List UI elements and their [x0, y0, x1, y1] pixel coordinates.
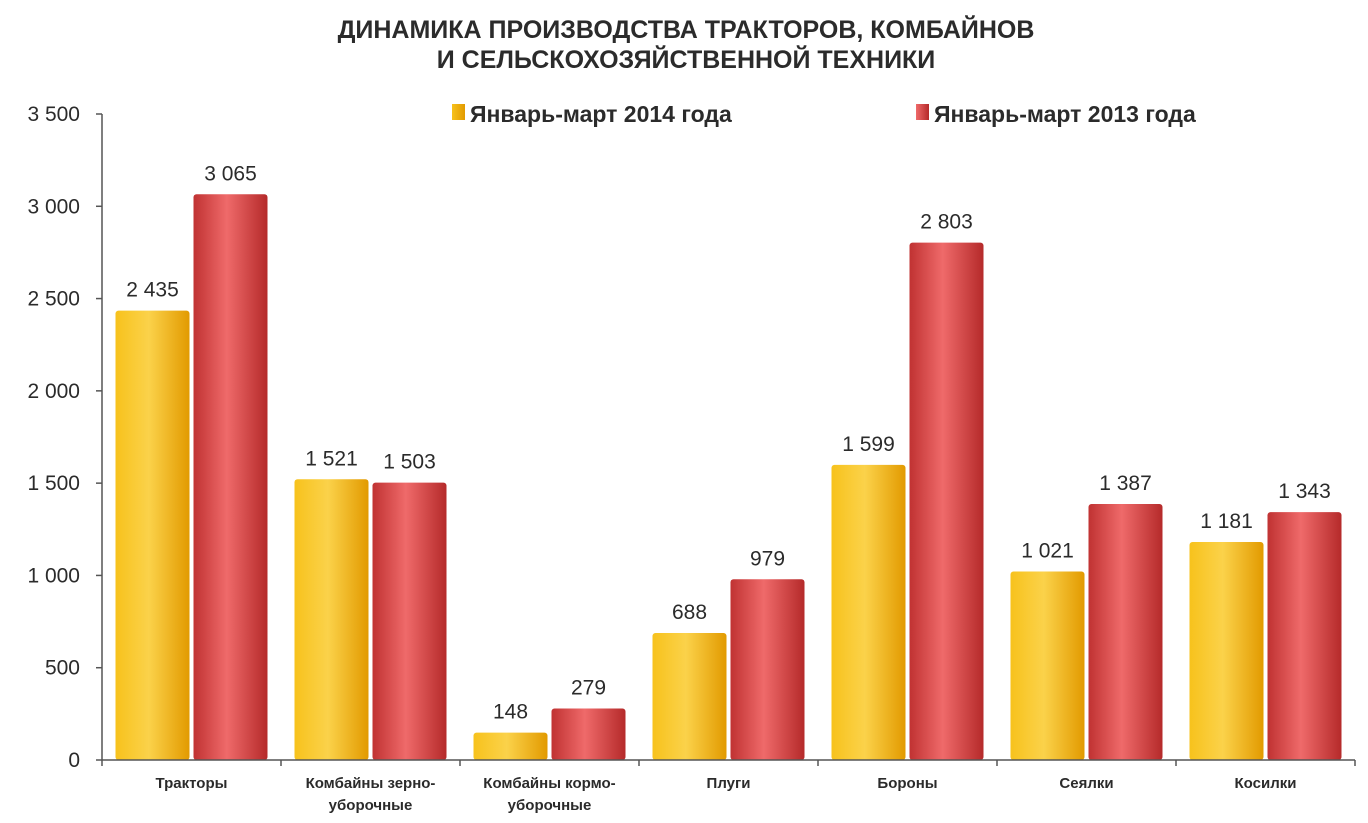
bar-2014 — [115, 310, 190, 760]
x-tick-label: Бороны — [877, 775, 937, 792]
y-tick-label: 0 — [68, 749, 80, 772]
data-label-2014: 1 599 — [842, 433, 895, 456]
y-tick-label: 2 500 — [27, 288, 80, 311]
bar-2013 — [372, 482, 447, 760]
legend-swatch-2014 — [452, 104, 465, 120]
data-label-2013: 979 — [750, 547, 785, 570]
y-tick-label: 500 — [45, 657, 80, 680]
data-labels: 2 435 3 065 1 521 1 503 148 279 688 979 1 599 2 8… — [126, 162, 1331, 723]
bar-2014 — [473, 732, 548, 760]
legend-swatch-2013 — [916, 104, 929, 120]
data-label-2013: 1 343 — [1278, 480, 1331, 503]
data-label-2014: 148 — [493, 701, 528, 724]
data-label-2014: 1 021 — [1021, 540, 1074, 563]
legend-label-2014: Январь-март 2014 года — [470, 101, 732, 127]
x-tick-label: Сеялки — [1059, 775, 1113, 792]
bar-2013 — [730, 579, 805, 760]
bars — [115, 194, 1342, 760]
chart-title-line-1: ДИНАМИКА ПРОИЗВОДСТВА ТРАКТОРОВ, КОМБАЙН… — [338, 14, 1035, 44]
bar-2013 — [551, 708, 626, 760]
bar-2013 — [1267, 512, 1342, 760]
x-tick-label: Косилки — [1235, 775, 1297, 792]
bar-2014 — [294, 479, 369, 760]
y-tick-label: 3 000 — [27, 195, 80, 218]
data-label-2013: 1 387 — [1099, 472, 1152, 495]
legend-label-2013: Январь-март 2013 года — [934, 101, 1196, 127]
data-label-2014: 2 435 — [126, 279, 179, 302]
data-label-2013: 279 — [571, 677, 606, 700]
data-label-2014: 688 — [672, 601, 707, 624]
bar-2014 — [831, 464, 906, 760]
data-label-2014: 1 181 — [1200, 510, 1253, 533]
chart-title: ДИНАМИКА ПРОИЗВОДСТВА ТРАКТОРОВ, КОМБАЙН… — [338, 14, 1035, 74]
x-tick-label: Комбайны кормо-уборочные — [483, 775, 615, 814]
y-axis: 0 500 1 000 1 500 2 000 2 500 3 000 3 500 — [27, 103, 103, 772]
y-tick-label: 2 000 — [27, 380, 80, 403]
y-tick-label: 1 500 — [27, 472, 80, 495]
bar-2014 — [652, 633, 727, 760]
bar-2013 — [1088, 503, 1163, 760]
y-tick-label: 3 500 — [27, 103, 80, 126]
bar-2013 — [909, 242, 984, 760]
data-label-2013: 3 065 — [204, 162, 257, 185]
bar-2014 — [1010, 571, 1085, 760]
data-label-2013: 2 803 — [920, 211, 973, 234]
bar-2014 — [1189, 542, 1264, 760]
data-label-2014: 1 521 — [305, 447, 358, 470]
data-label-2013: 1 503 — [383, 451, 436, 474]
x-axis: Тракторы Комбайны зерно-уборочные Комбайны… — [101, 759, 1356, 814]
x-tick-label: Плуги — [707, 775, 751, 792]
y-tick-label: 1 000 — [27, 564, 80, 587]
chart-title-line-2: И СЕЛЬСКОХОЗЯЙСТВЕННОЙ ТЕХНИКИ — [437, 44, 936, 74]
x-tick-label: Тракторы — [156, 775, 228, 792]
bar-2013 — [193, 194, 268, 760]
x-tick-label: Комбайны зерно-уборочные — [306, 775, 436, 814]
legend: Январь-март 2014 года Январь-март 2013 г… — [452, 101, 1196, 127]
